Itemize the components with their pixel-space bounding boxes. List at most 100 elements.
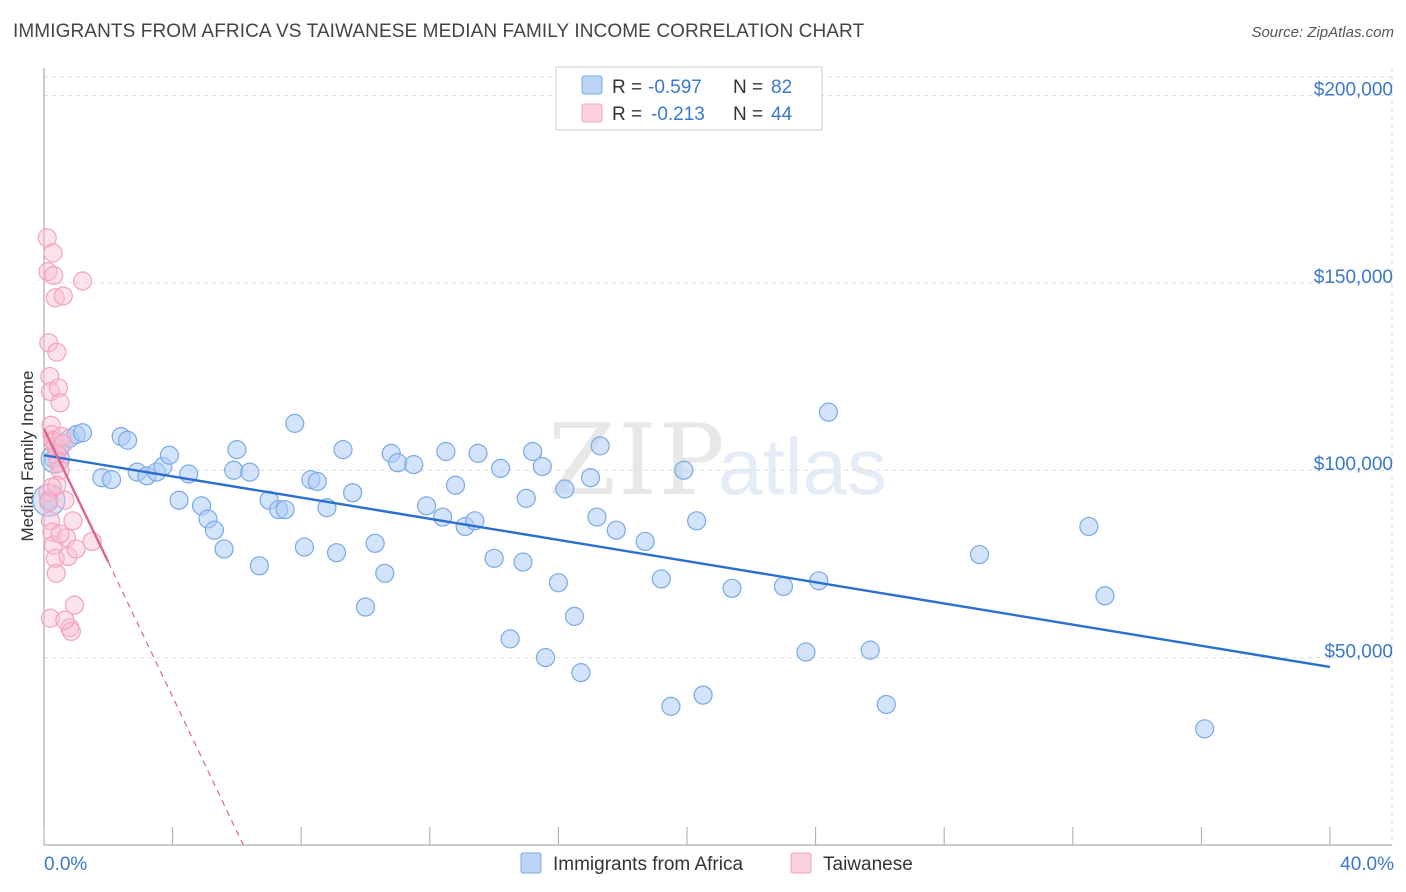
africa-point-50 (490, 458, 511, 478)
africa-point-73 (796, 642, 816, 662)
y-axis-title: Median Family Income (18, 370, 37, 541)
y-tick-labels: $50,000 $100,000 $150,000 $200,000 (1314, 79, 1393, 662)
africa-point-70 (693, 685, 713, 705)
taiwanese-point-19 (46, 563, 66, 583)
taiwanese-point-14 (39, 492, 59, 512)
stats-r-value-africa: -0.597 (648, 77, 702, 98)
stats-n-value-taiwanese: 44 (771, 104, 793, 125)
africa-point-68 (674, 460, 694, 480)
taiwanese-point-24 (47, 342, 67, 362)
africa-point-64 (606, 520, 626, 540)
africa-point-51 (500, 629, 520, 649)
africa-point-5 (72, 423, 93, 443)
x-tick-label-max: 40.0% (1340, 854, 1394, 875)
stats-n-value-africa: 82 (771, 77, 792, 98)
legend: Immigrants from Africa Taiwanese (520, 852, 913, 875)
africa-point-69 (687, 511, 707, 531)
stats-r-label-africa: R = (612, 77, 642, 98)
africa-point-34 (333, 440, 353, 460)
africa-point-63 (590, 436, 610, 456)
africa-point-19 (204, 520, 224, 540)
africa-point-44 (436, 441, 456, 462)
africa-point-80 (1095, 586, 1115, 606)
africa-point-14 (159, 445, 179, 465)
africa-point-37 (365, 533, 385, 553)
africa-point-54 (523, 441, 543, 462)
africa-point-72 (773, 576, 794, 597)
africa-point-45 (445, 475, 466, 495)
taiwanese-point-37 (72, 271, 93, 291)
taiwanese-point-25 (48, 378, 69, 398)
africa-point-9 (117, 430, 138, 450)
africa-point-58 (555, 479, 575, 499)
taiwanese-point-39 (53, 286, 73, 306)
africa-point-24 (249, 556, 270, 576)
africa-point-81 (1195, 719, 1215, 739)
taiwanese-point-22 (44, 265, 64, 285)
stats-swatch-africa (581, 75, 603, 95)
y-tick-label: $100,000 (1314, 454, 1393, 475)
stats-swatch-taiwanese (581, 103, 603, 123)
taiwanese-point-34 (63, 511, 83, 531)
africa-point-60 (571, 663, 591, 683)
africa-point-52 (513, 552, 533, 572)
taiwanese-point-27 (52, 426, 72, 447)
africa-point-15 (169, 490, 189, 510)
africa-point-31 (307, 471, 327, 492)
x-tick-label-min: 0.0% (44, 854, 87, 875)
taiwanese-trend-line (42, 428, 110, 563)
taiwanese-trend-extension (107, 561, 244, 846)
africa-point-38 (375, 563, 395, 583)
stats-r-label-taiwanese: R = (612, 104, 642, 125)
watermark-zip: ZIP (548, 404, 727, 518)
africa-point-33 (326, 543, 347, 563)
africa-point-28 (285, 413, 305, 433)
chart-title: IMMIGRANTS FROM AFRICA VS TAIWANESE MEDI… (13, 21, 865, 42)
series-taiwanese-points (37, 228, 102, 641)
africa-point-67 (661, 696, 681, 716)
stats-r-value-taiwanese: -0.213 (651, 104, 705, 125)
series-africa-points (32, 402, 1215, 739)
africa-point-66 (651, 569, 671, 589)
africa-point-22 (227, 440, 247, 460)
africa-point-62 (587, 507, 607, 527)
watermark-atlas: atlas (718, 422, 887, 511)
africa-point-36 (355, 597, 376, 617)
taiwanese-point-26 (50, 393, 70, 413)
taiwanese-point-33 (61, 621, 81, 641)
taiwanese-point-42 (55, 610, 75, 630)
taiwanese-point-41 (50, 524, 70, 544)
stats-n-label-africa: N = (733, 77, 763, 98)
watermark: ZIP atlas (548, 404, 887, 518)
africa-point-7 (101, 470, 122, 490)
africa-point-29 (294, 537, 315, 557)
y-tick-label: $150,000 (1314, 267, 1393, 288)
stats-box: R = -0.597 N = 82 R = -0.213 N = 44 (555, 66, 823, 131)
taiwanese-point-28 (53, 434, 73, 454)
africa-point-55 (532, 456, 552, 477)
legend-label-taiwanese: Taiwanese (823, 854, 913, 875)
africa-point-27 (275, 499, 295, 520)
africa-point-59 (564, 606, 585, 626)
legend-label-africa: Immigrants from Africa (553, 854, 743, 875)
taiwanese-point-20 (40, 608, 61, 628)
taiwanese-point-0 (37, 228, 57, 248)
taiwanese-point-36 (66, 539, 86, 559)
africa-point-76 (860, 640, 880, 660)
africa-point-79 (1079, 516, 1099, 537)
africa-point-43 (433, 507, 453, 527)
africa-point-21 (224, 460, 244, 480)
legend-swatch-africa (520, 852, 542, 874)
africa-point-48 (468, 443, 488, 463)
y-tick-label: $50,000 (1324, 642, 1393, 663)
taiwanese-point-35 (64, 595, 85, 615)
taiwanese-point-43 (42, 477, 62, 497)
africa-point-23 (240, 462, 260, 482)
africa-point-56 (535, 648, 556, 668)
africa-point-71 (722, 578, 742, 598)
taiwanese-point-31 (58, 546, 78, 567)
africa-point-40 (388, 453, 408, 473)
x-ticks (43, 827, 1331, 845)
africa-point-35 (343, 483, 363, 503)
